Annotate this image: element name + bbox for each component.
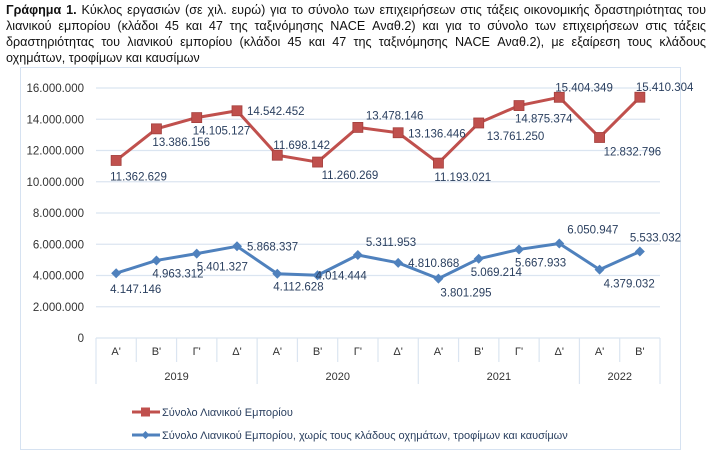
data-label: 4.112.628 [273,282,323,294]
caption-label: Γράφημα 1. [6,3,77,17]
data-label: 5.401.327 [197,262,248,274]
data-point-marker [352,250,363,261]
data-point-marker [473,117,485,129]
year-label: 2020 [325,371,349,383]
data-point-marker [513,100,525,111]
data-label: 13.136.446 [408,129,466,141]
data-point-marker [191,248,202,259]
data-label: 5.667.933 [515,257,566,269]
data-point-marker [232,241,242,252]
x-tick-label: Α' [434,346,443,358]
data-point-marker [433,157,444,169]
x-tick-label: Δ' [232,346,241,358]
y-tick-label: 10.000.000 [26,177,84,189]
x-tick-label: Β' [474,346,483,358]
x-tick-label: Α' [595,346,604,358]
data-point-marker [352,122,364,133]
y-tick-label: 2.000.000 [33,302,84,314]
data-point-marker [634,246,645,257]
x-tick-label: Γ' [193,346,201,358]
data-point-marker [191,112,203,124]
data-point-marker [392,127,404,139]
x-tick-label: Α' [273,346,282,358]
series-line-1 [115,95,641,165]
figure-caption: Γράφημα 1. Κύκλος εργασιών (σε χιλ. ευρώ… [6,2,706,66]
legend-marker-diamond-icon [141,431,150,439]
data-label: 5.069.214 [471,267,523,279]
data-label: 14.875.374 [515,114,573,126]
data-point-marker [312,156,323,168]
x-tick-label: Γ' [515,346,523,358]
data-point-marker [553,91,565,103]
data-label: 3.801.295 [440,288,491,300]
data-point-marker [393,257,404,268]
data-point-marker [272,268,283,279]
x-tick-label: Β' [152,346,161,358]
data-label: 4.379.032 [604,279,655,291]
y-tick-label: 16.000.000 [26,83,84,95]
legend-label-2: Σύνολο Λιανικού Εμπορίου, χωρίς τους κλά… [162,430,568,442]
legend-marker-square-icon [141,407,150,417]
data-label: 5.311.953 [366,237,416,249]
data-point-marker [594,132,605,143]
data-point-marker [312,270,323,281]
y-tick-label: 12.000.000 [26,146,84,158]
data-label: 14.542.452 [247,106,305,118]
y-tick-label: 8.000.000 [33,208,84,220]
data-point-marker [111,268,122,279]
data-point-marker [473,253,484,264]
data-point-marker [554,238,565,249]
x-tick-label: Γ' [354,346,362,358]
x-tick-label: Δ' [555,346,564,358]
data-label: 11.260.269 [322,170,379,182]
x-tick-label: Β' [635,346,644,358]
year-label: 2019 [164,371,188,383]
y-tick-label: 4.000.000 [33,271,84,283]
data-label: 13.478.146 [366,110,424,122]
legend-label-1: Σύνολο Λιανικού Εμπορίου [162,407,293,419]
data-label: 6.050.947 [567,224,618,236]
data-point-marker [110,155,122,166]
data-label: 4.810.868 [408,258,459,270]
data-label: 12.832.796 [604,146,662,158]
data-label: 4.147.146 [110,284,161,296]
data-point-marker [271,149,283,161]
data-point-marker [594,264,605,275]
data-label: 15.404.349 [555,82,613,94]
y-tick-label: 6.000.000 [33,239,84,251]
data-label: 11.362.629 [110,171,167,183]
data-label: 4.963.312 [152,268,203,280]
data-point-marker [151,123,162,135]
y-tick-label: 14.000.000 [26,114,84,126]
data-point-marker [433,273,444,284]
series-line-2 [115,241,641,281]
data-point-marker [151,255,162,266]
data-label: 14.105.127 [193,126,251,138]
data-label: 11.193.021 [434,172,491,184]
x-tick-label: Α' [111,346,120,358]
data-point-marker [514,244,524,255]
data-label: 15.410.304 [636,82,694,94]
data-label: 13.386.156 [152,137,210,149]
data-label: 13.761.250 [487,131,545,143]
y-tick-label: 0 [78,333,84,345]
year-label: 2021 [487,371,511,383]
x-tick-label: Δ' [393,346,402,358]
data-label: 11.698.142 [273,140,330,152]
data-label: 5.533.032 [630,233,681,245]
data-point-marker [634,91,646,103]
x-tick-label: Β' [313,346,322,358]
year-label: 2022 [607,371,631,383]
data-point-marker [231,105,243,117]
caption-text: Κύκλος εργασιών (σε χιλ. ευρώ) για το σύ… [6,3,706,65]
data-label: 4.014.444 [316,270,368,282]
data-label: 5.868.337 [247,241,298,253]
